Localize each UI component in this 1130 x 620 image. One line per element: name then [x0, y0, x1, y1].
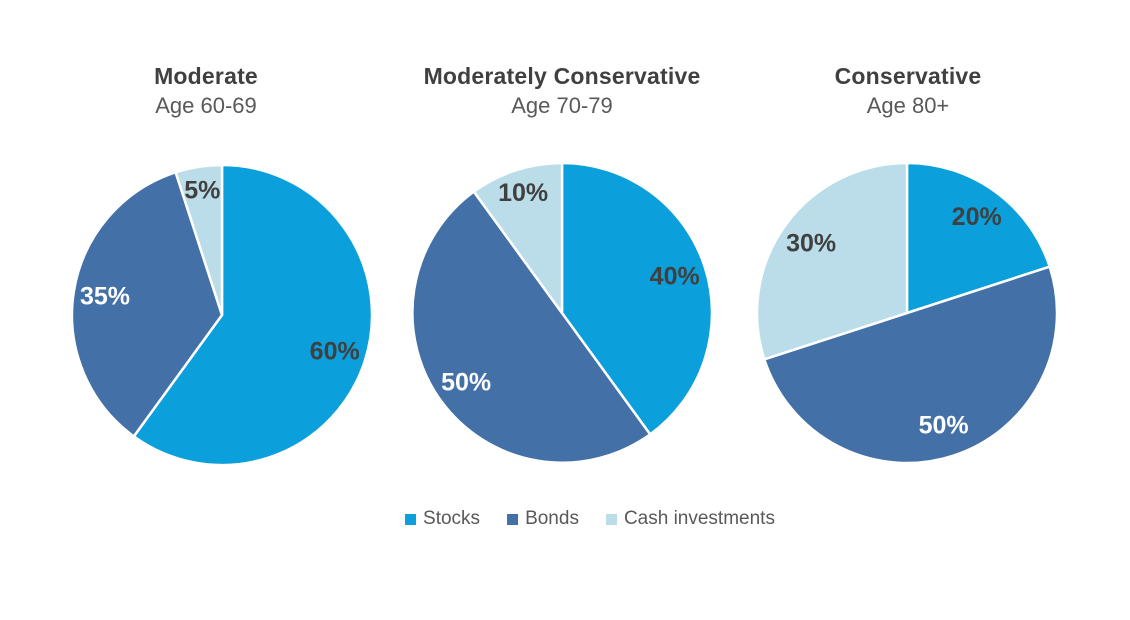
chart-title-block-moderately-conservative: Moderately Conservative Age 70-79	[392, 62, 732, 120]
pie-slice-cash-investments	[755, 161, 909, 361]
legend-item-stocks: Stocks	[405, 508, 480, 530]
chart-subtitle: Age 80+	[866, 93, 950, 118]
pie-slice-stocks	[132, 163, 374, 467]
pie-slice-cash-investments	[174, 163, 224, 317]
pie-value-label: 5%	[184, 177, 220, 205]
cash-investments-swatch-icon	[605, 513, 617, 525]
pie-chart-moderately-conservative: 40% 50% 10%	[411, 161, 714, 464]
pie-value-label: 10%	[498, 179, 548, 207]
legend: Stocks Bonds Cash investments	[405, 508, 775, 530]
chart-subtitle: Age 70-79	[511, 93, 613, 118]
pie-value-label: 35%	[80, 283, 130, 311]
chart-title: Moderately Conservative	[423, 63, 701, 89]
pie-slice-stocks	[560, 161, 714, 436]
pie-value-label: 60%	[310, 338, 360, 366]
stocks-swatch-icon	[405, 513, 417, 525]
chart-subtitle: Age 60-69	[155, 93, 257, 118]
legend-label: Cash investments	[623, 508, 775, 529]
chart-title: Moderate	[154, 63, 258, 89]
chart-title-block-moderate: Moderate Age 60-69	[36, 62, 376, 120]
chart-title: Conservative	[834, 63, 982, 89]
legend-item-cash-investments: Cash investments	[605, 508, 775, 530]
legend-label: Bonds	[525, 508, 579, 529]
chart-title-block-conservative: Conservative Age 80+	[738, 62, 1078, 120]
pie-value-label: 30%	[786, 229, 836, 257]
pie-slice-bonds	[411, 190, 652, 464]
legend-item-bonds: Bonds	[507, 508, 579, 530]
pie-chart-conservative: 20% 50% 30%	[755, 161, 1059, 465]
pie-value-label: 50%	[919, 412, 969, 440]
pie-slice-bonds	[70, 171, 224, 438]
bonds-swatch-icon	[507, 513, 519, 525]
pie-value-label: 40%	[650, 262, 700, 290]
pie-value-label: 50%	[441, 369, 491, 397]
pie-slice-stocks	[905, 161, 1051, 315]
pie-chart-moderate: 60% 35% 5%	[70, 163, 374, 467]
pie-slice-cash-investments	[472, 161, 564, 315]
pie-value-label: 20%	[952, 203, 1002, 231]
pie-slice-bonds	[763, 265, 1059, 465]
legend-label: Stocks	[423, 508, 481, 529]
